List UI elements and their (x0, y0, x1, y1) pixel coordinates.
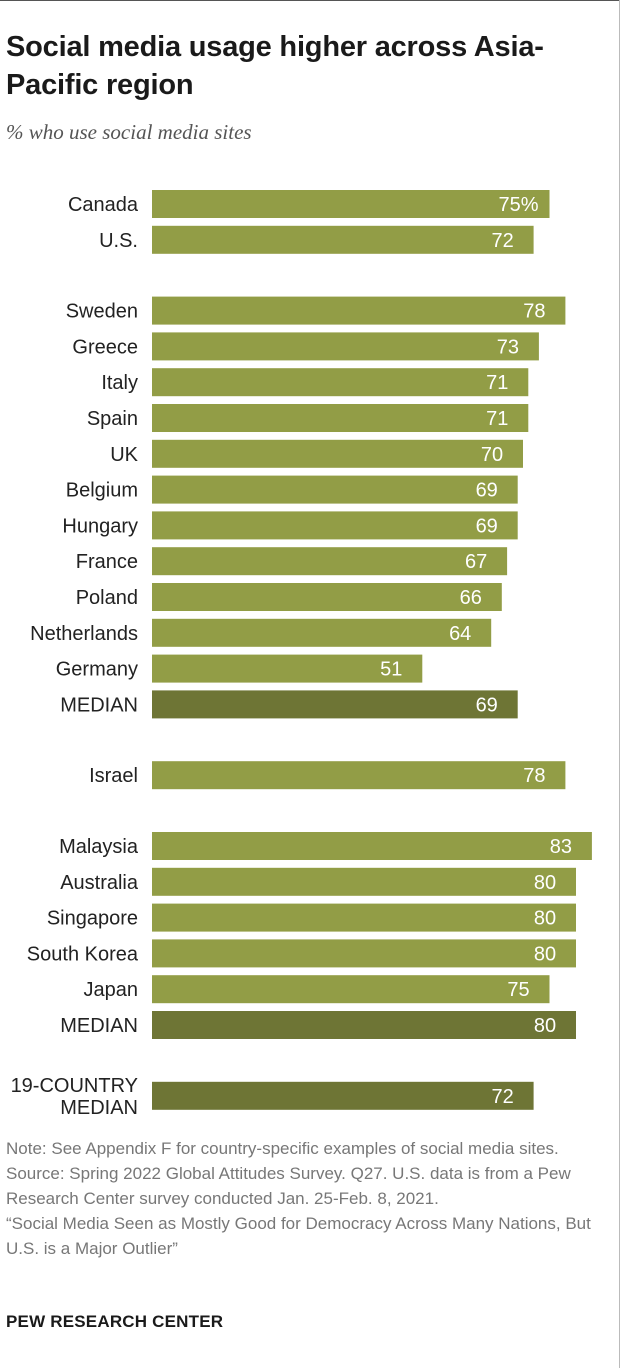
top-rule (0, 0, 620, 1)
chart-subtitle: % who use social media sites (6, 120, 252, 144)
category-label-19-country-median-line-1: 19-COUNTRY (11, 1075, 138, 1097)
bar-japan (152, 975, 550, 1004)
category-label-malaysia: Malaysia (59, 836, 139, 858)
category-label-sweden: Sweden (66, 301, 138, 323)
value-label-netherlands: 64 (449, 623, 471, 645)
category-label-israel: Israel (89, 765, 138, 787)
category-label-singapore: Singapore (47, 908, 138, 930)
notes-block: Note: See Appendix F for country-specifi… (6, 1136, 616, 1261)
category-label-south-korea: South Korea (27, 943, 139, 965)
category-label-u-s: U.S. (99, 230, 138, 252)
bar-italy (152, 368, 529, 397)
report-text: “Social Media Seen as Mostly Good for De… (6, 1214, 591, 1258)
bar-australia (152, 867, 576, 896)
value-label-france: 67 (465, 551, 487, 573)
source-text: Source: Spring 2022 Global Attitudes Sur… (6, 1164, 571, 1208)
value-label-u-s: 72 (491, 230, 513, 252)
value-label-israel: 78 (523, 765, 545, 787)
value-label-south-korea: 80 (534, 943, 556, 965)
category-label-greece: Greece (72, 336, 138, 358)
bar-hungary (152, 511, 518, 540)
pew-logo-text: PEW RESEARCH CENTER (6, 1312, 224, 1331)
value-label-japan: 75 (507, 979, 529, 1001)
category-label-canada: Canada (68, 194, 139, 216)
value-label-19-country-median: 72 (491, 1086, 513, 1108)
value-label-germany: 51 (380, 659, 402, 681)
category-label-19-country-median-line-2: MEDIAN (60, 1097, 138, 1119)
value-label-poland: 66 (460, 587, 482, 609)
chart-title: Social media usage higher across Asia-Pa… (6, 31, 544, 101)
note-text: Note: See Appendix F for country-specifi… (6, 1139, 559, 1158)
bar-netherlands (152, 618, 492, 647)
bar-median (152, 690, 518, 719)
bar-spain (152, 404, 529, 432)
bar-uk (152, 439, 523, 468)
value-label-singapore: 80 (534, 908, 556, 930)
value-label-hungary: 69 (476, 515, 498, 537)
bar-singapore (152, 903, 576, 932)
bar-belgium (152, 475, 518, 504)
value-label-greece: 73 (497, 336, 519, 358)
value-label-median: 80 (534, 1015, 556, 1037)
category-label-japan: Japan (84, 979, 139, 1001)
value-label-belgium: 69 (476, 480, 498, 502)
category-label-netherlands: Netherlands (30, 623, 138, 645)
bar-median (152, 1011, 576, 1039)
value-label-median: 69 (476, 694, 498, 716)
category-label-median: MEDIAN (60, 694, 138, 716)
value-label-spain: 71 (486, 408, 508, 430)
bar-u-s (152, 225, 534, 254)
bar-greece (152, 332, 539, 361)
category-label-belgium: Belgium (66, 480, 138, 502)
category-label-hungary: Hungary (62, 515, 138, 537)
category-label-germany: Germany (56, 659, 138, 681)
bar-chart: Canada 75% U.S. 72 Sweden 78 Greece 73 Italy 71 Sp… (11, 190, 592, 1119)
value-label-sweden: 78 (523, 301, 545, 323)
bar-19-country-median (152, 1081, 534, 1110)
bar-malaysia (152, 832, 592, 860)
value-label-canada: 75% (498, 194, 538, 216)
category-label-poland: Poland (76, 587, 138, 609)
value-label-uk: 70 (481, 444, 503, 466)
bar-france (152, 547, 508, 576)
bar-south-korea (152, 939, 576, 968)
value-label-malaysia: 83 (550, 836, 572, 858)
category-label-france: France (76, 551, 138, 573)
bar-germany (152, 654, 423, 683)
category-label-median: MEDIAN (60, 1015, 138, 1037)
bar-sweden (152, 296, 566, 325)
category-label-italy: Italy (101, 372, 138, 394)
category-label-uk: UK (110, 444, 138, 466)
value-label-italy: 71 (486, 372, 508, 394)
category-label-spain: Spain (87, 408, 138, 430)
bar-israel (152, 761, 566, 790)
category-label-australia: Australia (60, 872, 139, 894)
bar-canada (152, 190, 550, 218)
value-label-australia: 80 (534, 872, 556, 894)
bar-poland (152, 583, 502, 611)
